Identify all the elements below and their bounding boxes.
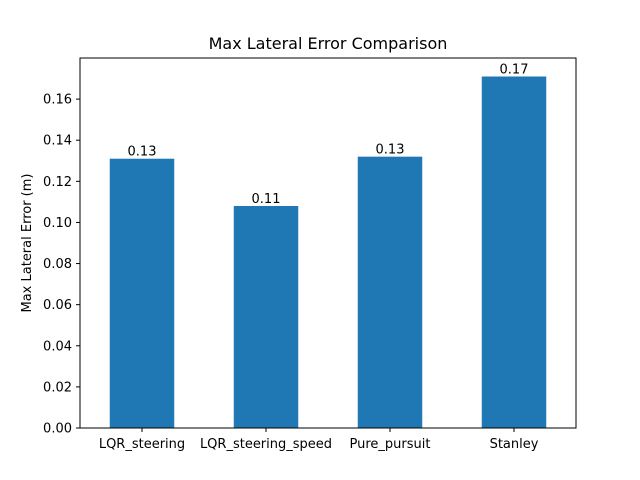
x-tick-label: Pure_pursuit — [350, 437, 431, 452]
y-tick-label: 0.16 — [43, 93, 72, 108]
x-tick-label: LQR_steering_speed — [200, 437, 332, 452]
y-axis-label: Max Lateral Error (m) — [20, 174, 35, 313]
y-tick-label: 0.06 — [43, 298, 72, 313]
y-tick-label: 0.04 — [43, 339, 72, 354]
x-tick-label: Stanley — [490, 437, 539, 452]
y-tick-label: 0.08 — [43, 257, 72, 272]
bar — [357, 156, 423, 428]
bar — [481, 76, 547, 428]
bar-value-label: 0.13 — [376, 143, 405, 158]
bars: 0.13 0.11 0.13 0.17 — [109, 63, 547, 428]
bar-value-label: 0.17 — [500, 63, 529, 78]
y-tick-label: 0.14 — [43, 134, 72, 149]
y-tick-label: 0.00 — [43, 422, 72, 437]
y-tick-label: 0.02 — [43, 380, 72, 395]
bar — [233, 206, 299, 428]
y-tick-label: 0.10 — [43, 216, 72, 231]
chart-title: Max Lateral Error Comparison — [209, 34, 448, 53]
bar — [109, 158, 175, 428]
plot-frame — [79, 57, 577, 429]
bar-value-label: 0.13 — [128, 145, 157, 160]
x-tick-label: LQR_steering — [99, 437, 185, 452]
y-tick-label: 0.12 — [43, 175, 72, 190]
y-axis-ticks: 0.00 0.02 0.04 0.06 0.08 0.10 0.12 0.14 0.16 — [43, 93, 80, 437]
x-axis-ticks: LQR_steering LQR_steering_speed Pure_pursu… — [99, 428, 539, 452]
bar-value-label: 0.11 — [252, 192, 281, 207]
